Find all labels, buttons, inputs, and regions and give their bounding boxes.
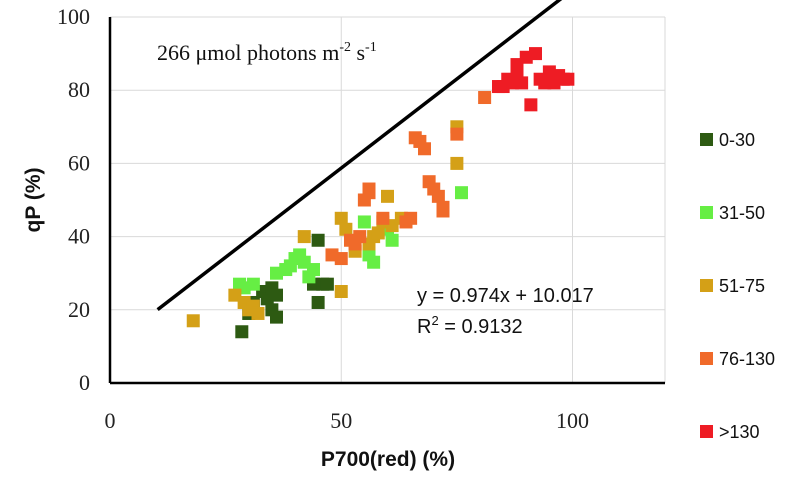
x-tick-label: 100 <box>556 408 589 433</box>
data-point <box>367 255 381 269</box>
y-tick-label: 80 <box>68 77 90 102</box>
legend-swatch <box>700 425 713 438</box>
data-point <box>334 252 348 266</box>
data-point <box>561 72 575 86</box>
data-point <box>270 288 283 302</box>
data-point <box>307 263 320 277</box>
x-axis-title: P700(red) (%) <box>321 448 455 471</box>
y-tick-label: 0 <box>79 370 90 395</box>
legend-label: >130 <box>719 422 760 442</box>
legend-swatch <box>700 133 713 146</box>
data-point <box>357 215 371 229</box>
axes <box>108 17 665 385</box>
legend-label: 51-75 <box>719 276 765 296</box>
y-tick-label: 20 <box>68 297 90 322</box>
data-point <box>320 277 334 291</box>
data-point <box>311 233 325 247</box>
data-point <box>515 76 529 90</box>
data-point <box>246 277 260 291</box>
data-point <box>450 156 464 170</box>
data-point <box>455 186 468 200</box>
legend-label: 76-130 <box>719 349 775 369</box>
trendline-equation: y = 0.974x + 10.017 <box>417 285 594 307</box>
legend: 0-30 31-50 51-75 76-130 >130 <box>700 130 775 442</box>
r-squared-label: R2 = 0.9132 <box>417 313 523 338</box>
x-tick-label: 0 <box>105 408 116 433</box>
data-point <box>450 127 464 141</box>
data-point <box>353 230 367 244</box>
tick-labels: 0 20 40 60 80 100 0 50 100 <box>57 4 589 433</box>
data-point <box>270 310 283 324</box>
trendline-line <box>156 0 563 312</box>
light-intensity-annotation: 266 μmol photons m-2 s-1 <box>157 40 377 65</box>
data-point <box>431 189 445 203</box>
data-point <box>297 230 311 244</box>
y-tick-label: 40 <box>68 224 90 249</box>
y-axis-title: qP (%) <box>22 168 45 233</box>
data-point <box>334 285 348 298</box>
data-point <box>311 295 325 309</box>
data-point <box>404 211 418 225</box>
data-point <box>362 182 376 196</box>
data-point <box>235 325 249 339</box>
data-point <box>334 211 348 225</box>
data-point <box>385 233 399 247</box>
data-point <box>381 189 394 203</box>
data-points <box>186 47 575 339</box>
legend-label: 0-30 <box>719 130 755 150</box>
legend-swatch <box>700 352 713 365</box>
data-point <box>436 204 450 218</box>
data-point <box>524 98 538 112</box>
data-point <box>376 211 390 225</box>
data-point <box>251 306 265 320</box>
x-tick-label: 50 <box>330 408 352 433</box>
legend-swatch <box>700 206 713 219</box>
data-point <box>186 314 200 328</box>
data-point <box>529 47 542 61</box>
data-point <box>478 91 492 105</box>
legend-swatch <box>700 279 713 292</box>
legend-label: 31-50 <box>719 203 765 223</box>
data-point <box>371 226 385 240</box>
data-point <box>339 222 353 236</box>
trendline <box>156 0 563 312</box>
y-tick-label: 100 <box>57 4 90 29</box>
y-tick-label: 60 <box>68 150 90 175</box>
data-point <box>418 142 431 156</box>
